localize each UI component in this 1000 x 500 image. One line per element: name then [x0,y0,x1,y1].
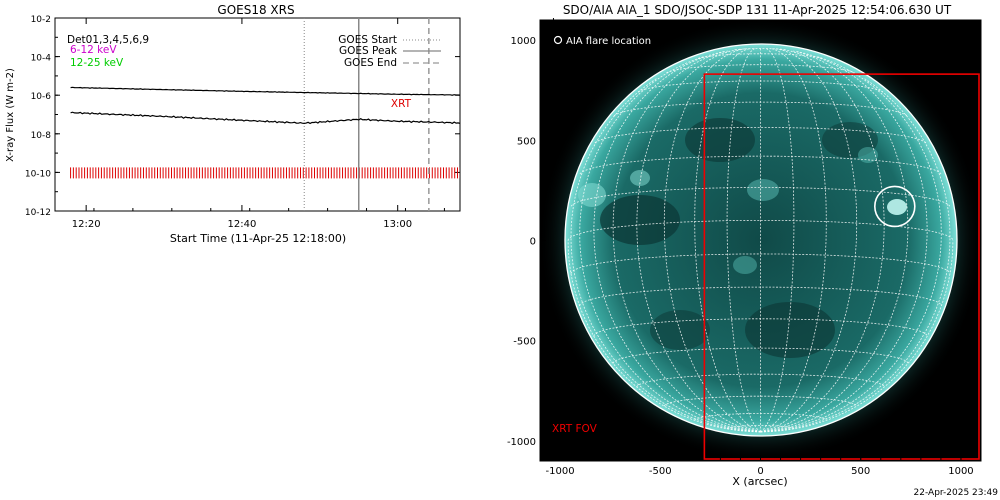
grid-line [567,240,761,433]
y-tick-label: 0 [530,237,536,248]
legend-detectors: Det01,3,4,5,6,9 [67,34,149,46]
x-tick-label: 12:40 [228,219,257,230]
aia-y-axis: 1000 500 0 -500 -1000 [507,36,546,448]
goes-y-axis-label: X-ray Flux (W m-2) [5,68,16,162]
grid-line [663,395,858,407]
legend-goes-start: GOES Start [338,34,397,46]
series-long-line [70,86,460,96]
y-tick-label: -1000 [507,437,536,448]
series-short-line [70,111,460,125]
x-tick-label: 13:00 [383,219,412,230]
x-tick-label: -500 [649,466,672,477]
y-tick-label: 10-12 [25,208,51,218]
grid-line [760,48,885,433]
legend-flare-text: AIA flare location [566,36,651,47]
legend-goes-end: GOES End [344,57,397,69]
x-tick-label: 500 [851,466,870,477]
legend-12-25kev: 12-25 keV [70,57,124,69]
y-tick-label: 10-8 [31,131,52,141]
legend-flare-icon [553,35,563,45]
y-tick-label: -500 [513,337,536,348]
x-tick-label: 1000 [948,466,973,477]
grid-line [760,48,795,433]
aia-title: SDO/AIA AIA_1 SDO/JSOC-SDP 131 11-Apr-20… [563,3,952,17]
goes-chart-title: GOES18 XRS [217,3,294,17]
legend-goes-peak: GOES Peak [339,45,398,57]
y-tick-label: 10-2 [31,15,51,25]
grid-line [666,64,855,74]
grid-line [760,50,928,433]
y-tick-label: 1000 [511,36,536,47]
grid-line [694,48,761,433]
grid-line [579,155,942,175]
aia-image-panel: SDO/AIA AIA_1 SDO/JSOC-SDP 131 11-Apr-20… [507,3,983,488]
grid-line [570,77,761,433]
y-tick-label: 10-6 [31,92,52,102]
y-tick-label: 10-4 [31,54,52,64]
y-tick-label: 500 [517,136,536,147]
legend-6-12kev: 6-12 keV [70,44,117,56]
heliographic-grid [567,48,954,433]
grid-line [663,48,761,433]
y-tick-label: 10-10 [25,169,51,179]
x-tick-label: -1000 [546,466,575,477]
x-tick-label: 0 [757,466,763,477]
grid-line [760,77,951,433]
grid-line [612,347,909,364]
xrt-annotation: XRT [391,98,412,110]
goes-x-axis-label: Start Time (11-Apr-25 12:18:00) [170,232,346,245]
x-tick-label: 12:20 [72,219,101,230]
flare-location-marker [874,185,916,228]
footer-timestamp: 22-Apr-2025 23:49 [914,488,999,498]
solar-limb [564,43,958,437]
xrt-fov-label: XRT FOV [552,423,598,435]
grid-line [636,373,885,388]
aia-x-axis-label: X (arcsec) [732,475,787,488]
xrt-observation-bars [70,167,460,179]
grid-line [760,48,827,433]
aia-x-axis: -1000 -500 0 500 1000 [546,455,974,477]
xrt-fov-rectangle [703,73,980,460]
grid-line [760,240,954,433]
grid-line [594,127,927,144]
grid-line [760,48,858,433]
grid-line [726,48,761,433]
grid-line [636,48,761,433]
grid-line [593,50,761,433]
